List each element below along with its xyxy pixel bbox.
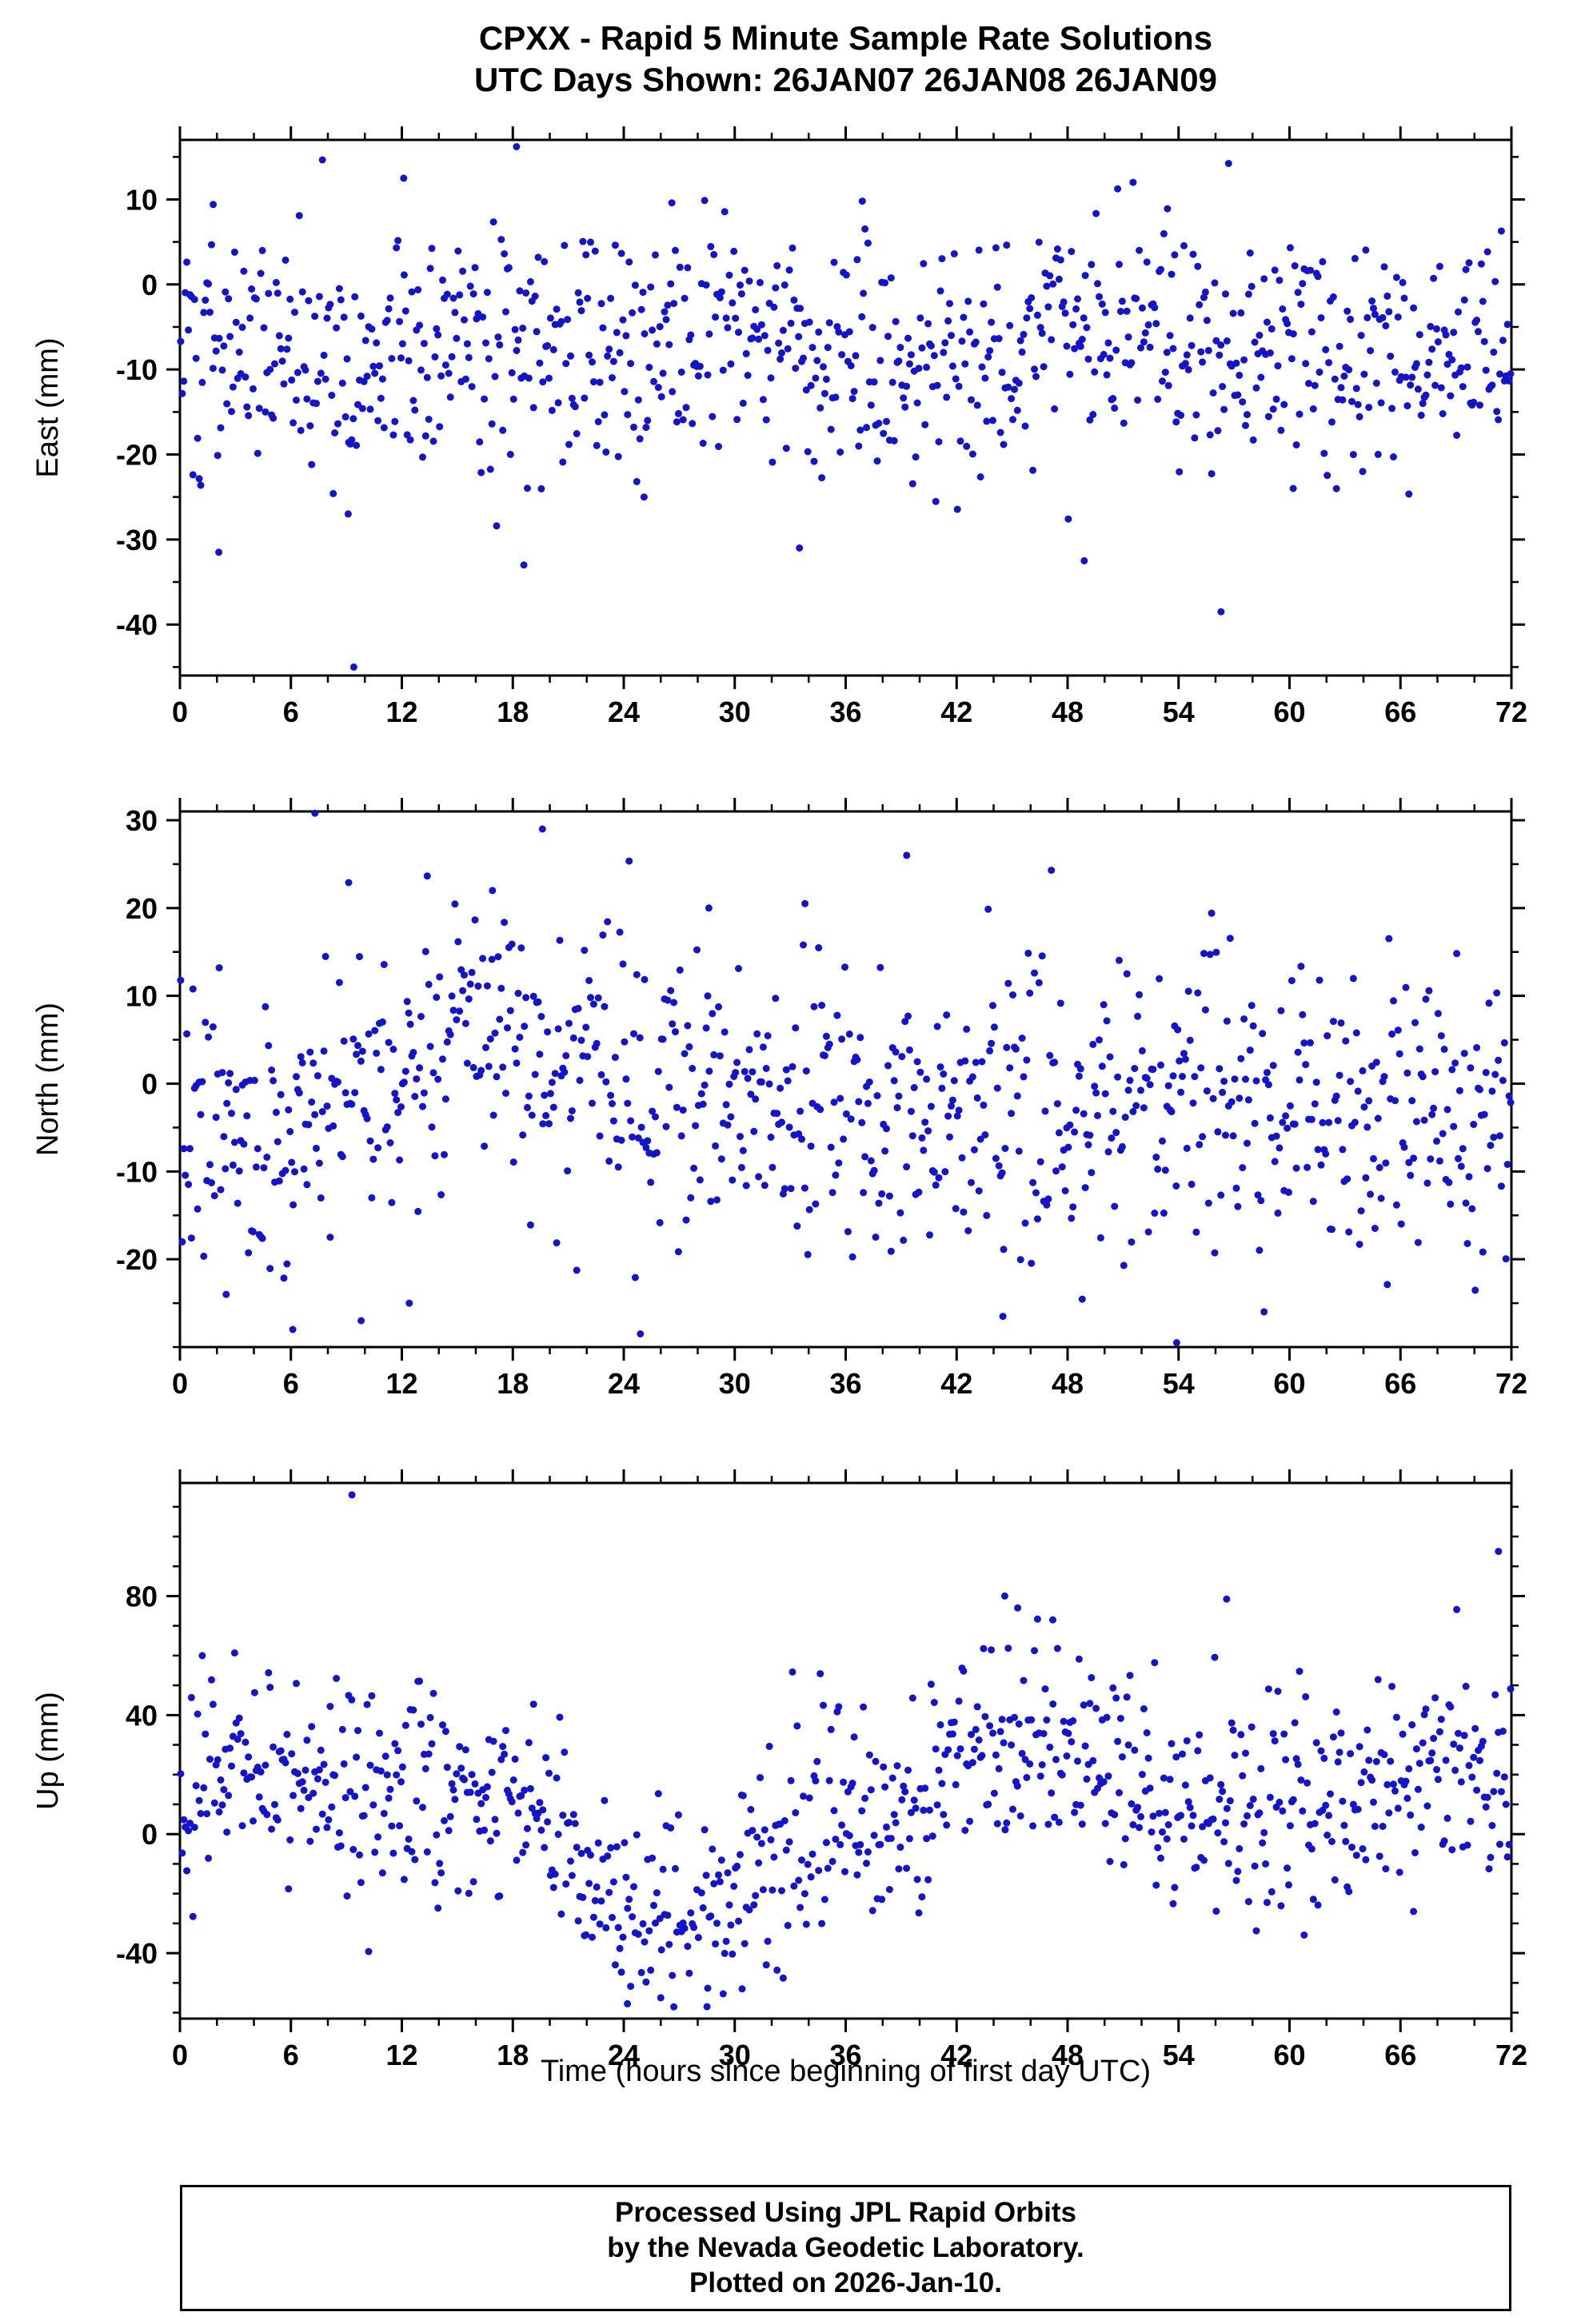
x-tick-label: 24 [608,696,640,728]
x-tick-label: 42 [940,1367,972,1400]
x-tick-label: 48 [1052,696,1084,728]
x-tick-label: 6 [283,696,299,728]
data-points-north [177,809,1515,1346]
x-tick-label: 72 [1495,696,1527,728]
y-tick-label: 0 [142,269,158,301]
y-tick-label: 0 [142,1067,158,1100]
x-tick-label: 12 [385,1367,417,1400]
y-tick-label: 0 [142,1818,158,1851]
y-tick-label: 10 [126,183,158,216]
panel-up: 0 6 12 18 24 30 36 42 48 54 60 66 72 80 40 0 -40 Up (mm) [31,1469,1527,2071]
panel-north: 0 6 12 18 24 30 36 42 48 54 60 66 72 30 20 10 0 -10 -20 Nor… [31,798,1527,1400]
x-tick-label: 30 [719,2039,751,2071]
y-tick-label: 80 [126,1580,158,1612]
x-tick-label: 66 [1384,2039,1416,2071]
x-tick-label: 36 [829,696,861,728]
x-tick-label: 66 [1384,1367,1416,1400]
footer-line1: Processed Using JPL Rapid Orbits [614,2197,1077,2228]
y-tick-label: 30 [126,804,158,837]
x-tick-label: 48 [1052,2039,1084,2071]
x-tick-label: 0 [172,1367,188,1400]
y-tick-label: -20 [116,438,158,471]
y-tick-label: -10 [116,1155,158,1188]
y-tick-label: -20 [116,1243,158,1276]
x-tick-label: 18 [497,696,529,728]
y-tick-label: -30 [116,524,158,556]
x-tick-label: 60 [1273,696,1305,728]
y-tick-label: -40 [116,608,158,641]
x-tick-label: 48 [1052,1367,1084,1400]
x-tick-label: 36 [829,1367,861,1400]
x-tick-label: 30 [719,1367,751,1400]
x-tick-label: 0 [172,2039,188,2071]
footer-box: Processed Using JPL Rapid Orbits by the … [180,2185,1511,2311]
footer-line2: by the Nevada Geodetic Laboratory. [607,2232,1084,2263]
x-tick-label: 30 [719,696,751,728]
data-points-up [177,1491,1515,2011]
y-tick-label: -40 [116,1937,158,1970]
y-axis-label: East (mm) [31,337,65,477]
data-points-east [177,143,1515,671]
y-tick-label: -10 [116,353,158,386]
x-tick-label: 60 [1273,1367,1305,1400]
y-axis-label: North (mm) [31,1003,65,1156]
x-tick-label: 66 [1384,696,1416,728]
chart-title-line2: UTC Days Shown: 26JAN07 26JAN08 26JAN09 [473,61,1218,98]
x-tick-label: 12 [385,696,417,728]
x-tick-label: 24 [608,2039,640,2071]
x-tick-label: 54 [1163,696,1195,728]
chart-title-line1: CPXX - Rapid 5 Minute Sample Rate Soluti… [478,19,1213,57]
panel-east: 0 6 12 18 24 30 36 42 48 54 60 66 72 10 0 -10 -20 -30 -40 E… [31,126,1527,728]
x-tick-label: 42 [940,696,972,728]
x-tick-label: 36 [829,2039,861,2071]
chart-title: CPXX - Rapid 5 Minute Sample Rate Soluti… [180,18,1511,101]
x-tick-label: 42 [940,2039,972,2071]
x-tick-label: 12 [385,2039,417,2071]
y-tick-label: 10 [126,980,158,1013]
x-tick-label: 24 [608,1367,640,1400]
x-tick-label: 60 [1273,2039,1305,2071]
x-tick-label: 72 [1495,2039,1527,2071]
y-axis-label: Up (mm) [31,1692,65,1810]
x-axis-title: Time (hours since beginning of first day… [540,2055,1152,2088]
y-tick-label: 40 [126,1699,158,1732]
footer-line3: Plotted on 2026-Jan-10. [689,2267,1002,2298]
x-tick-label: 6 [283,2039,299,2071]
x-tick-label: 0 [172,696,188,728]
x-tick-label: 72 [1495,1367,1527,1400]
x-tick-label: 6 [283,1367,299,1400]
x-tick-label: 54 [1163,2039,1195,2071]
y-tick-label: 20 [126,892,158,925]
x-tick-label: 18 [497,1367,529,1400]
x-tick-label: 18 [497,2039,529,2071]
x-tick-label: 54 [1163,1367,1195,1400]
